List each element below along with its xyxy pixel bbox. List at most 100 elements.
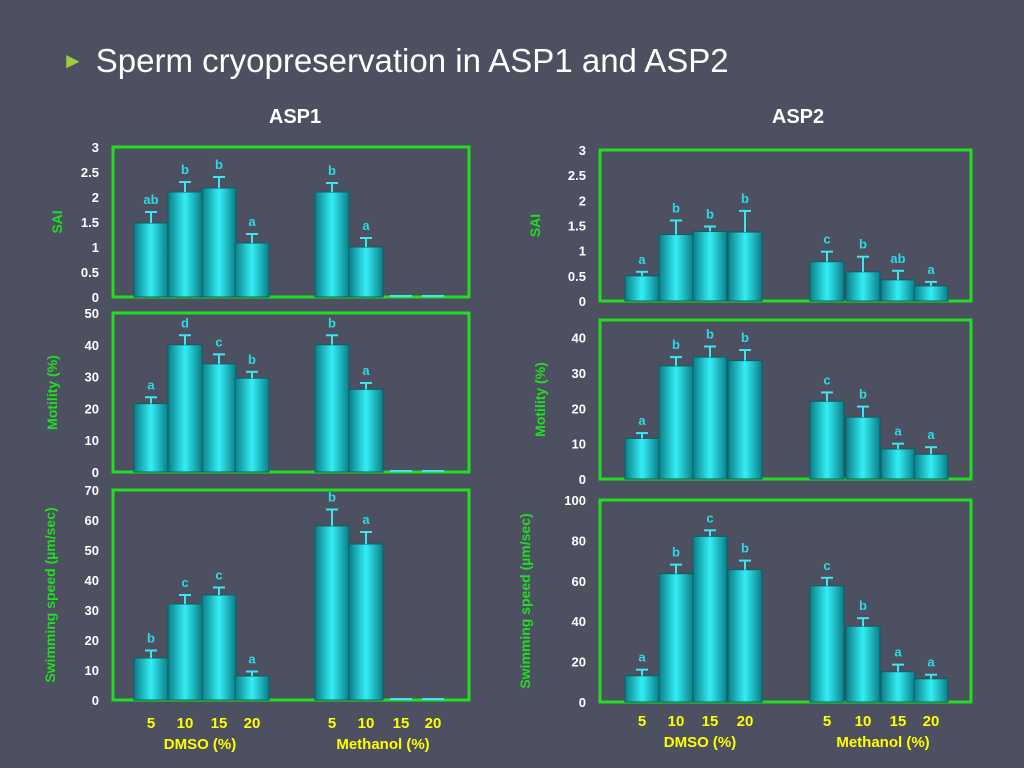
bar xyxy=(314,191,350,298)
y-tick-label: 0 xyxy=(92,290,99,305)
y-tick-label: 10 xyxy=(85,433,99,448)
y-tick-label: 70 xyxy=(85,483,99,498)
bar xyxy=(845,625,881,703)
significance-letter: b xyxy=(248,352,256,367)
bar xyxy=(658,365,694,480)
bar xyxy=(727,360,763,480)
bar xyxy=(133,403,169,473)
bar xyxy=(880,279,916,302)
chart-frame xyxy=(111,145,471,299)
y-tick-label: 1 xyxy=(579,244,586,259)
bar xyxy=(133,657,169,701)
x-group-label: DMSO (%) xyxy=(664,734,737,751)
y-axis-label: SAI xyxy=(527,214,543,237)
x-tick-label: 20 xyxy=(923,713,940,730)
significance-letter: b xyxy=(328,163,336,178)
significance-letter: a xyxy=(927,427,935,442)
significance-letter: c xyxy=(823,232,830,247)
x-tick-label: 20 xyxy=(737,713,754,730)
y-tick-label: 30 xyxy=(85,370,99,385)
x-tick-label: 15 xyxy=(211,715,228,732)
bar xyxy=(913,285,949,302)
chart-frame xyxy=(598,148,973,303)
significance-letter: b xyxy=(215,157,223,172)
bar xyxy=(133,222,169,298)
significance-letter: b xyxy=(147,631,155,646)
bar xyxy=(234,377,270,473)
significance-letter: b xyxy=(741,541,749,556)
bar xyxy=(314,344,350,473)
significance-letter: b xyxy=(328,490,336,505)
x-group-label: Methanol (%) xyxy=(336,736,429,753)
y-tick-label: 0.5 xyxy=(81,265,99,280)
y-tick-label: 0 xyxy=(579,294,586,309)
y-tick-label: 40 xyxy=(572,614,586,629)
y-tick-label: 2.5 xyxy=(81,165,99,180)
slide-title-text: Sperm cryopreservation in ASP1 and ASP2 xyxy=(95,42,729,79)
significance-letter: b xyxy=(741,330,749,345)
bar xyxy=(913,678,949,703)
x-tick-label: 20 xyxy=(425,715,442,732)
bar xyxy=(234,242,270,298)
bar xyxy=(658,234,694,302)
bar xyxy=(913,453,949,480)
bar xyxy=(692,535,728,703)
x-group-label: DMSO (%) xyxy=(164,736,237,753)
y-tick-label: 40 xyxy=(85,338,99,353)
bar xyxy=(624,437,660,480)
y-tick-label: 0 xyxy=(579,695,586,710)
significance-letter: a xyxy=(362,512,370,527)
significance-letter: a xyxy=(362,363,370,378)
significance-letter: c xyxy=(181,575,188,590)
chart-frame xyxy=(111,488,471,702)
significance-letter: b xyxy=(706,207,714,222)
x-tick-label: 5 xyxy=(328,715,336,732)
y-tick-label: 2.5 xyxy=(568,168,586,183)
y-tick-label: 1.5 xyxy=(568,219,586,234)
y-tick-label: 3 xyxy=(579,143,586,158)
y-tick-label: 100 xyxy=(564,493,586,508)
y-tick-label: 50 xyxy=(85,306,99,321)
bar xyxy=(809,585,845,703)
y-tick-label: 50 xyxy=(85,543,99,558)
significance-letter: b xyxy=(672,337,680,352)
significance-letter: b xyxy=(859,598,867,613)
y-tick-label: 30 xyxy=(572,366,586,381)
y-tick-label: 20 xyxy=(572,401,586,416)
significance-letter: b xyxy=(741,191,749,206)
bar xyxy=(624,675,660,703)
chart-title: ASP2 xyxy=(772,106,824,128)
chart-title: ASP1 xyxy=(269,106,321,128)
bar xyxy=(348,388,384,473)
x-tick-label: 10 xyxy=(358,715,375,732)
significance-letter: a xyxy=(638,413,646,428)
y-tick-label: 2 xyxy=(92,190,99,205)
bar xyxy=(845,416,881,480)
bar xyxy=(658,573,694,703)
significance-letter: a xyxy=(638,650,646,665)
y-tick-label: 20 xyxy=(85,401,99,416)
y-tick-label: 1 xyxy=(92,240,99,255)
bar xyxy=(167,603,203,701)
y-tick-label: 0 xyxy=(579,472,586,487)
significance-letter: a xyxy=(927,262,935,277)
significance-letter: b xyxy=(706,327,714,342)
bar xyxy=(880,448,916,480)
significance-letter: ab xyxy=(143,192,158,207)
y-tick-label: 1.5 xyxy=(81,215,99,230)
bullet-icon: ► xyxy=(62,48,84,73)
significance-letter: b xyxy=(859,237,867,252)
significance-letter: a xyxy=(147,377,155,392)
significance-letter: a xyxy=(638,252,646,267)
bar xyxy=(201,594,237,701)
x-tick-label: 15 xyxy=(890,713,907,730)
bar xyxy=(809,400,845,480)
bar xyxy=(348,246,384,298)
y-tick-label: 0.5 xyxy=(568,269,586,284)
x-group-label: Methanol (%) xyxy=(836,734,929,751)
bar xyxy=(348,543,384,701)
bar xyxy=(167,191,203,298)
slide-title: ► Sperm cryopreservation in ASP1 and ASP2 xyxy=(62,42,729,80)
significance-letter: c xyxy=(823,558,830,573)
